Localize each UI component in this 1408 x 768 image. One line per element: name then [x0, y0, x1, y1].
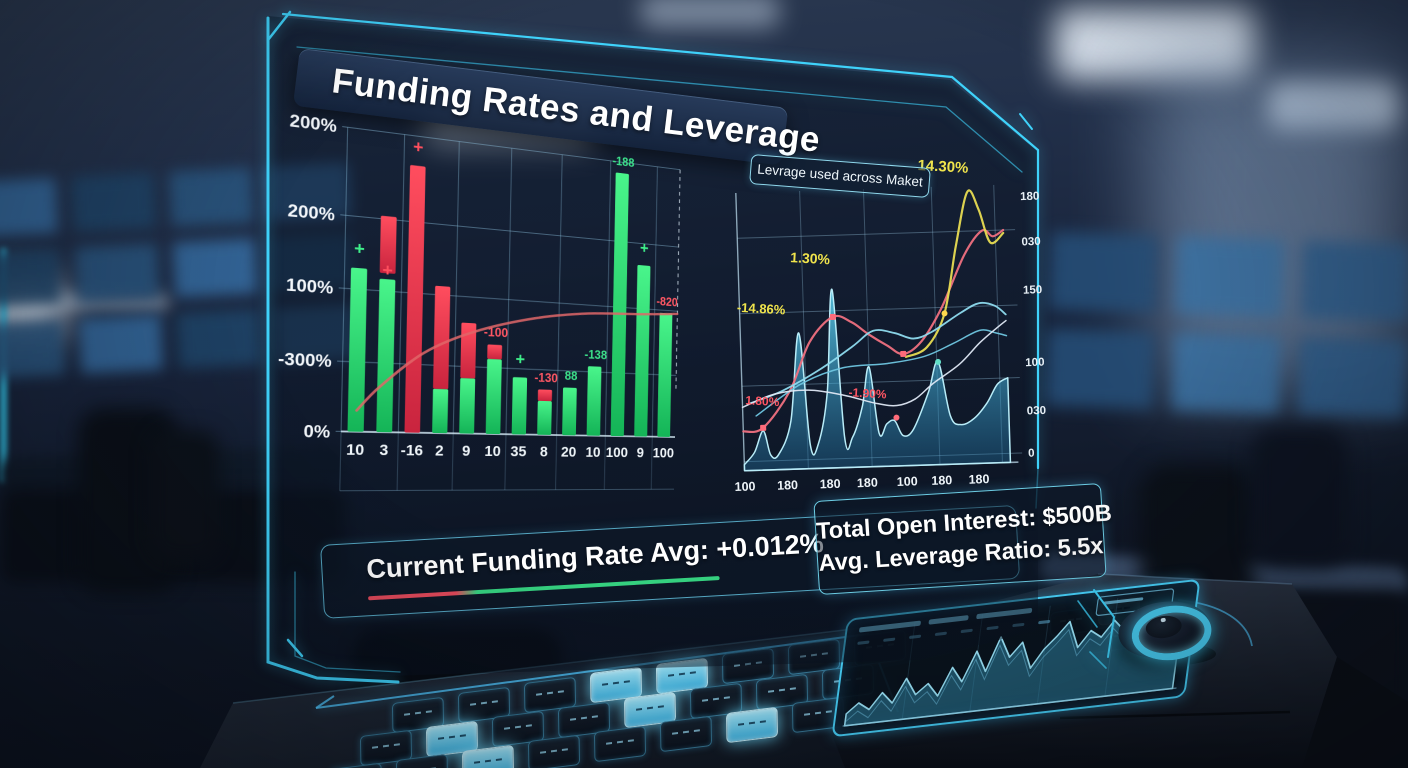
svg-text:030: 030 [1027, 405, 1047, 418]
svg-text:+: + [413, 136, 424, 157]
svg-text:-138: -138 [584, 347, 607, 362]
svg-text:-188: -188 [612, 153, 634, 170]
svg-text:030: 030 [1021, 236, 1041, 249]
svg-text:100: 100 [606, 445, 628, 461]
svg-text:8: 8 [540, 444, 549, 460]
key-glyph-icon [606, 739, 634, 745]
svg-text:+: + [640, 238, 649, 257]
svg-text:180: 180 [1020, 191, 1040, 204]
stats-box: Total Open Interest: $500B Avg. Leverage… [813, 483, 1112, 595]
svg-text:0%: 0% [303, 422, 330, 442]
svg-text:-16: -16 [400, 442, 423, 459]
svg-text:88: 88 [565, 368, 578, 383]
svg-text:9: 9 [637, 445, 645, 461]
office-chair [1252, 428, 1347, 568]
key-glyph-icon [672, 729, 700, 735]
office-chair [150, 430, 220, 560]
key-glyph-icon [768, 687, 796, 693]
key-glyph-icon [470, 700, 498, 706]
svg-text:+: + [382, 260, 393, 281]
svg-text:3: 3 [379, 442, 389, 459]
leverage-line-chart: 14.30%1.30%-14.86%1.80% -1.90%18003015010… [734, 157, 1047, 494]
svg-text:100: 100 [734, 479, 755, 494]
console-key[interactable] [725, 706, 779, 744]
svg-text:+: + [515, 349, 525, 369]
console-key[interactable] [659, 715, 713, 753]
console-knob[interactable] [1114, 592, 1215, 666]
console-key[interactable] [593, 725, 647, 763]
svg-text:0: 0 [1028, 448, 1035, 460]
svg-text:-130: -130 [534, 370, 558, 385]
svg-text:20: 20 [561, 444, 577, 460]
svg-text:180: 180 [931, 473, 952, 488]
console-key[interactable] [527, 734, 581, 768]
svg-text:1.80%: 1.80% [745, 393, 780, 409]
svg-text:10: 10 [484, 443, 501, 460]
svg-text:180: 180 [968, 472, 989, 487]
key-glyph-icon [570, 715, 598, 721]
svg-text:-820: -820 [656, 294, 677, 309]
key-glyph-icon [702, 696, 730, 702]
svg-text:100: 100 [653, 445, 675, 461]
svg-text:100: 100 [897, 474, 918, 489]
svg-text:180: 180 [819, 477, 840, 492]
svg-text:200%: 200% [288, 201, 336, 225]
key-glyph-icon [372, 743, 400, 749]
key-glyph-icon [540, 748, 568, 754]
key-glyph-icon [636, 705, 664, 711]
key-glyph-icon [602, 680, 630, 686]
svg-text:150: 150 [1023, 284, 1043, 297]
svg-text:2: 2 [435, 443, 444, 460]
svg-text:9: 9 [462, 443, 471, 460]
key-glyph-icon [474, 758, 502, 764]
svg-text:180: 180 [777, 478, 798, 493]
svg-text:-14.86%: -14.86% [737, 300, 787, 318]
funding-bar-chart: 200%200%100%-300%0%10+3+-16+2 9 10-10035+8… [278, 111, 689, 520]
svg-text:-300%: -300% [278, 349, 332, 371]
key-glyph-icon [404, 710, 432, 716]
svg-text:10: 10 [346, 441, 364, 459]
svg-text:-1.90%: -1.90% [848, 385, 887, 401]
legend-label: Levrage used across Maket [756, 161, 924, 190]
svg-text:1.30%: 1.30% [790, 249, 831, 267]
key-glyph-icon [668, 671, 696, 677]
svg-text:180: 180 [857, 476, 878, 491]
svg-text:35: 35 [510, 444, 527, 461]
svg-text:100: 100 [1025, 357, 1045, 370]
key-glyph-icon [738, 720, 766, 726]
svg-text:100%: 100% [286, 275, 334, 298]
key-glyph-icon [804, 710, 832, 716]
svg-text:200%: 200% [289, 111, 336, 137]
key-glyph-icon [438, 734, 466, 740]
svg-text:+: + [354, 238, 365, 259]
svg-text:10: 10 [585, 445, 600, 461]
key-glyph-icon [536, 690, 564, 696]
key-glyph-icon [504, 724, 532, 730]
